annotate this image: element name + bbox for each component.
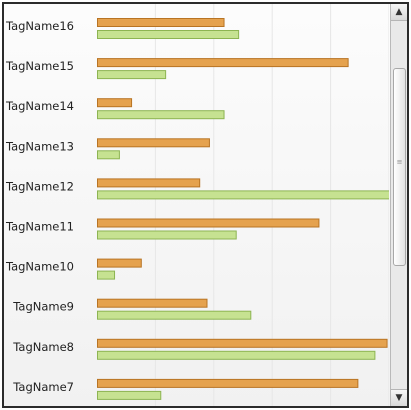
category-label: TagName11 <box>5 220 74 234</box>
bar-series-1 <box>97 178 201 188</box>
bar-series-2 <box>97 30 240 39</box>
bar-series-2 <box>97 110 225 120</box>
bar-series-2 <box>97 230 237 240</box>
bar-series-2 <box>97 390 162 400</box>
arrow-up-icon[interactable]: ▲ <box>391 4 407 21</box>
category-label: TagName14 <box>5 99 74 113</box>
category-label: TagName13 <box>5 139 74 153</box>
plot-area: TagName16 TagName15 TagName14 TagName13 TagN… <box>4 4 389 406</box>
bar-series-1 <box>97 258 142 268</box>
bar-series-2 <box>97 270 116 280</box>
bar-series-1 <box>97 378 359 388</box>
category-label: TagName12 <box>5 179 74 193</box>
category-label: TagName7 <box>12 380 74 394</box>
bar-series-1 <box>97 18 225 27</box>
scroll-thumb[interactable]: ≡ <box>393 68 406 266</box>
category-label: TagName10 <box>5 260 74 274</box>
bar-chart: TagName16 TagName15 TagName14 TagName13 TagN… <box>5 4 389 406</box>
category-label: TagName8 <box>12 340 74 354</box>
bar-series-2 <box>97 310 252 320</box>
category-label: TagName9 <box>12 300 74 314</box>
category-label: TagName15 <box>5 59 74 73</box>
bar-series-2 <box>97 70 167 80</box>
grip-icon: ≡ <box>396 158 403 166</box>
bar-series-1 <box>97 98 133 108</box>
bar-series-2 <box>97 350 376 360</box>
bar-series-1 <box>97 58 349 68</box>
bar-series-1 <box>97 298 208 308</box>
vertical-scrollbar[interactable]: ▲ ≡ ▼ <box>390 4 407 406</box>
bar-series-1 <box>97 218 320 228</box>
category-label: TagName16 <box>5 19 74 33</box>
bar-series-1 <box>97 138 210 148</box>
bar-series-2 <box>97 150 120 160</box>
bar-series-1 <box>97 338 388 348</box>
bar-series-2 <box>97 190 389 200</box>
arrow-down-icon[interactable]: ▼ <box>391 389 407 406</box>
